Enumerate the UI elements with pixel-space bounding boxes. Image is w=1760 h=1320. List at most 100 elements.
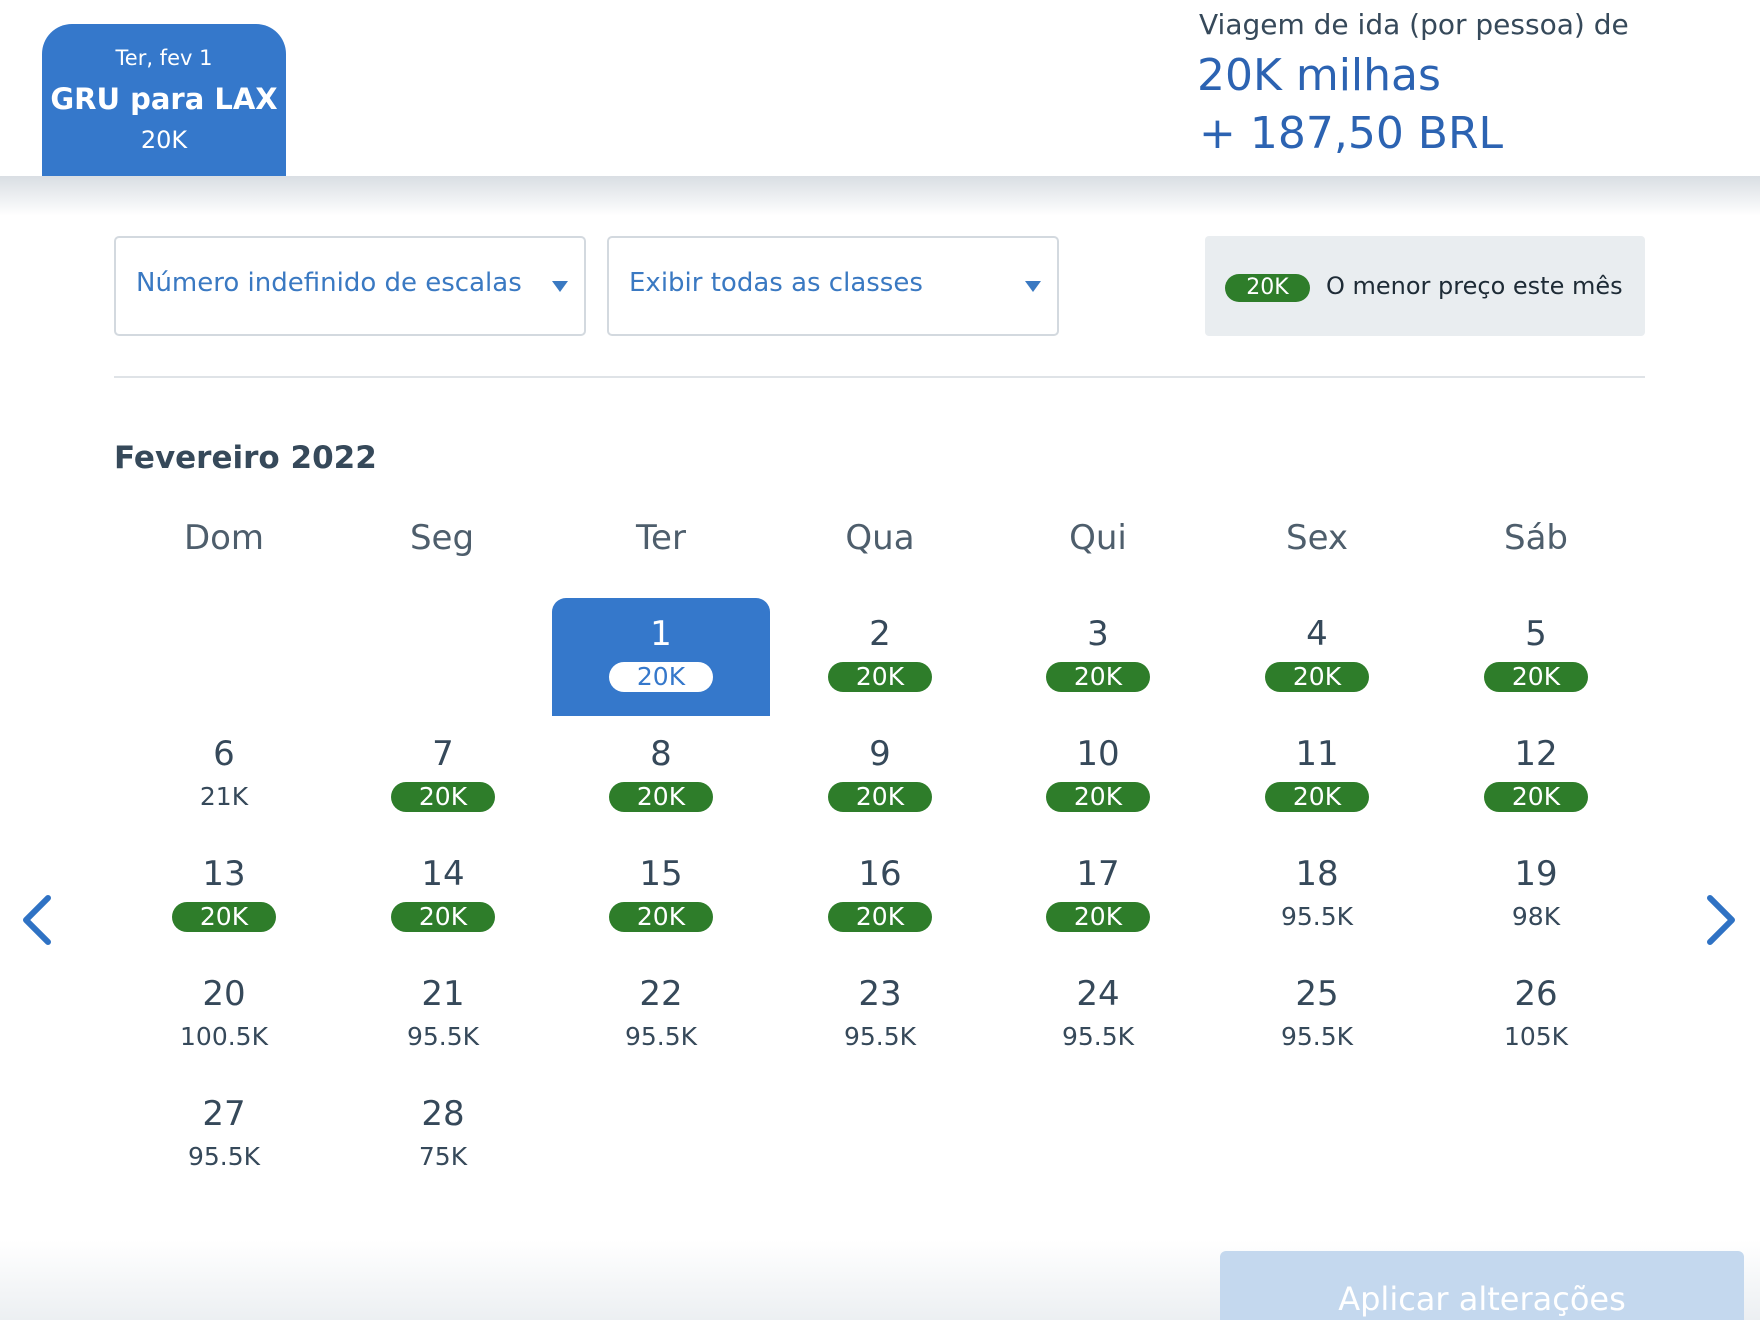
fare-miles: 20K milhas	[1197, 50, 1441, 101]
day-number: 10	[1076, 734, 1120, 774]
fare-cash: + 187,50 BRL	[1199, 108, 1504, 159]
chevron-right-icon[interactable]	[1700, 890, 1740, 950]
trip-date: Ter, fev 1	[115, 46, 213, 70]
day-price: 95.5K	[1061, 1022, 1135, 1051]
lowest-price-badge: 20K	[1046, 902, 1150, 932]
calendar-day[interactable]: 27 95.5K	[115, 1078, 333, 1196]
calendar-day[interactable]: 21 95.5K	[334, 958, 552, 1076]
day-number: 24	[1076, 974, 1120, 1014]
header: Ter, fev 1 GRU para LAX 20K Viagem de id…	[0, 0, 1760, 176]
day-number: 4	[1306, 614, 1328, 654]
day-number: 26	[1514, 974, 1558, 1014]
lowest-price-badge: 20K	[1046, 782, 1150, 812]
lowest-price-legend: 20K O menor preço este mês	[1205, 236, 1645, 336]
lowest-price-badge: 20K	[1046, 662, 1150, 692]
day-price: 95.5K	[406, 1022, 480, 1051]
weekday-label: Qua	[845, 518, 915, 558]
calendar-day[interactable]: 25 95.5K	[1208, 958, 1426, 1076]
calendar-day[interactable]: 4 20K	[1208, 598, 1426, 716]
legend-text: O menor preço este mês	[1326, 272, 1623, 300]
stops-select-label: Número indefinido de escalas	[136, 268, 522, 298]
calendar-grid: 1 20K 2 20K 3 20K 4 20K 5 20K 6 21K 7 20K 8 20K 9 20K 10 20…	[115, 598, 1645, 1198]
calendar-day[interactable]: 17 20K	[989, 838, 1207, 956]
lowest-price-badge: 20K	[1265, 662, 1369, 692]
calendar-day[interactable]: 13 20K	[115, 838, 333, 956]
calendar-day[interactable]: 24 95.5K	[989, 958, 1207, 1076]
fare-caption: Viagem de ida (por pessoa) de	[1199, 8, 1629, 41]
calendar-day[interactable]: 2 20K	[771, 598, 989, 716]
day-price: 95.5K	[624, 1022, 698, 1051]
calendar-day[interactable]: 12 20K	[1427, 718, 1645, 836]
weekday-label: Seg	[409, 518, 475, 558]
header-shadow	[0, 176, 1760, 216]
weekday-header: Dom Seg Ter Qua Qui Sex Sáb	[115, 518, 1645, 568]
lowest-price-badge: 20K	[609, 662, 713, 692]
calendar-day[interactable]: 7 20K	[334, 718, 552, 836]
day-number: 2	[869, 614, 891, 654]
calendar-day[interactable]: 8 20K	[552, 718, 770, 836]
trip-route: GRU para LAX	[50, 82, 278, 116]
calendar-day[interactable]: 23 95.5K	[771, 958, 989, 1076]
caret-down-icon	[1025, 281, 1041, 292]
calendar-day[interactable]: 28 75K	[334, 1078, 552, 1196]
day-number: 13	[202, 854, 246, 894]
trip-tab[interactable]: Ter, fev 1 GRU para LAX 20K	[42, 24, 286, 176]
apply-changes-button[interactable]: Aplicar alterações	[1220, 1251, 1744, 1320]
calendar-day[interactable]: 10 20K	[989, 718, 1207, 836]
day-price: 95.5K	[1280, 902, 1354, 931]
calendar-day[interactable]: 15 20K	[552, 838, 770, 956]
calendar-day[interactable]: 1 20K	[552, 598, 770, 716]
calendar-day[interactable]: 14 20K	[334, 838, 552, 956]
lowest-price-badge: 20K	[391, 902, 495, 932]
calendar-day[interactable]: 9 20K	[771, 718, 989, 836]
day-price: 21K	[199, 782, 249, 811]
calendar-day[interactable]: 11 20K	[1208, 718, 1426, 836]
day-number: 21	[421, 974, 465, 1014]
day-number: 28	[421, 1094, 465, 1134]
lowest-price-badge: 20K	[172, 902, 276, 932]
lowest-price-badge: 20K	[1265, 782, 1369, 812]
calendar-day[interactable]: 22 95.5K	[552, 958, 770, 1076]
day-price: 100.5K	[180, 1022, 268, 1051]
day-number: 27	[202, 1094, 246, 1134]
cabin-class-select[interactable]: Exibir todas as classes	[607, 236, 1059, 336]
day-price: 95.5K	[187, 1142, 261, 1171]
day-number: 20	[202, 974, 246, 1014]
day-number: 23	[858, 974, 902, 1014]
calendar-day[interactable]: 16 20K	[771, 838, 989, 956]
day-number: 9	[869, 734, 891, 774]
calendar-day[interactable]: 26 105K	[1427, 958, 1645, 1076]
calendar-day[interactable]: 18 95.5K	[1208, 838, 1426, 956]
day-price: 75K	[418, 1142, 468, 1171]
day-number: 19	[1514, 854, 1558, 894]
day-number: 14	[421, 854, 465, 894]
chevron-left-icon[interactable]	[18, 890, 58, 950]
weekday-label: Ter	[636, 518, 686, 558]
divider	[114, 376, 1645, 378]
day-number: 3	[1087, 614, 1109, 654]
lowest-price-badge: 20K	[828, 902, 932, 932]
day-number: 8	[650, 734, 672, 774]
day-number: 1	[650, 614, 672, 654]
legend-badge: 20K	[1225, 274, 1310, 302]
day-number: 15	[639, 854, 683, 894]
calendar-day[interactable]: 19 98K	[1427, 838, 1645, 956]
lowest-price-badge: 20K	[609, 902, 713, 932]
day-number: 16	[858, 854, 902, 894]
calendar-day[interactable]: 5 20K	[1427, 598, 1645, 716]
lowest-price-badge: 20K	[828, 662, 932, 692]
calendar-day[interactable]: 20 100.5K	[115, 958, 333, 1076]
caret-down-icon	[552, 281, 568, 292]
day-number: 6	[213, 734, 235, 774]
lowest-price-badge: 20K	[828, 782, 932, 812]
day-number: 5	[1525, 614, 1547, 654]
stops-select[interactable]: Número indefinido de escalas	[114, 236, 586, 336]
day-price: 105K	[1503, 1022, 1569, 1051]
calendar-day[interactable]: 6 21K	[115, 718, 333, 836]
lowest-price-badge: 20K	[391, 782, 495, 812]
lowest-price-badge: 20K	[609, 782, 713, 812]
weekday-label: Dom	[183, 518, 265, 558]
calendar-day[interactable]: 3 20K	[989, 598, 1207, 716]
cabin-class-select-label: Exibir todas as classes	[629, 268, 923, 298]
day-price: 98K	[1511, 902, 1561, 931]
